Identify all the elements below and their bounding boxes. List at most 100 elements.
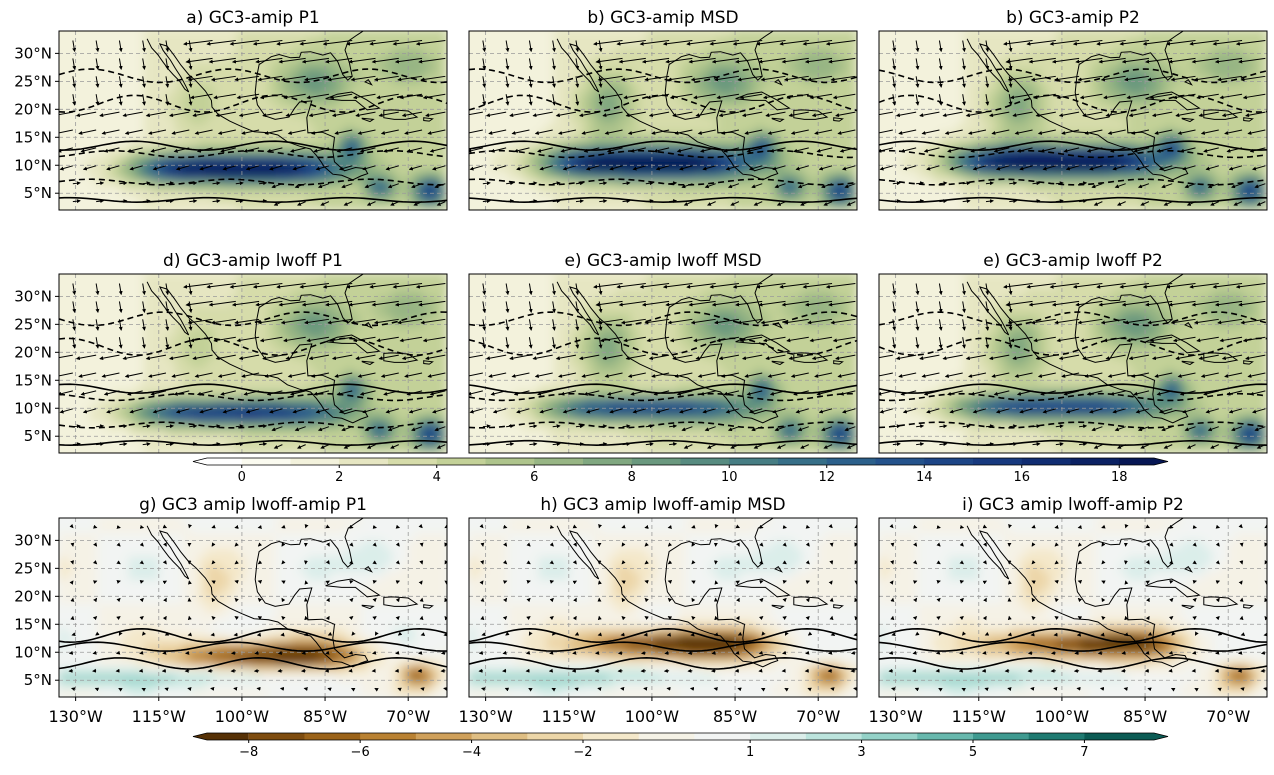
wind-arrow bbox=[301, 57, 330, 64]
wind-arrow bbox=[788, 111, 809, 118]
wind-arrow bbox=[348, 57, 376, 64]
lon-tick-label: 130°W bbox=[868, 707, 923, 726]
wind-arrow bbox=[1079, 93, 1103, 100]
map-panel-e1: e) GC3-amip lwoff MSD bbox=[468, 251, 858, 454]
wind-arrow bbox=[735, 650, 740, 655]
wind-arrow bbox=[751, 183, 763, 189]
wind-arrow bbox=[1042, 165, 1056, 171]
wind-arrow bbox=[1186, 201, 1196, 206]
wind-arrow bbox=[259, 336, 283, 343]
map-area bbox=[879, 31, 1267, 210]
wind-arrow bbox=[482, 424, 491, 429]
contour-line bbox=[59, 68, 447, 84]
wind-arrow bbox=[551, 76, 556, 88]
wind-arrow bbox=[482, 337, 487, 349]
wind-arrow bbox=[148, 129, 167, 135]
filled-contours bbox=[879, 31, 1267, 210]
wind-arrow bbox=[95, 319, 100, 331]
colorbar-segment bbox=[583, 733, 640, 740]
wind-arrow bbox=[118, 319, 123, 331]
island-outline bbox=[771, 117, 785, 123]
wind-arrow bbox=[1072, 40, 1103, 46]
wind-arrow bbox=[697, 129, 716, 135]
wind-arrow bbox=[551, 283, 556, 296]
wind-arrow bbox=[283, 336, 306, 343]
island-outline bbox=[361, 360, 375, 366]
colorbar-tick-label: 5 bbox=[969, 745, 977, 760]
wind-arrow bbox=[1252, 165, 1266, 171]
wind-arrow bbox=[418, 300, 446, 307]
contour-line bbox=[59, 383, 447, 394]
wind-arrow bbox=[644, 597, 649, 603]
wind-arrow bbox=[509, 354, 530, 361]
wind-arrow bbox=[372, 650, 377, 655]
wind-arrow bbox=[106, 165, 120, 171]
colorbar-segment bbox=[924, 458, 974, 465]
wind-arrow bbox=[235, 181, 244, 186]
wind-arrow bbox=[828, 650, 833, 655]
wind-arrow bbox=[401, 354, 423, 361]
panel-title: g) GC3 amip lwoff-amip P1 bbox=[139, 495, 367, 515]
wind-arrow bbox=[511, 129, 530, 135]
filled-contours bbox=[469, 518, 857, 697]
wind-arrow bbox=[758, 57, 786, 64]
wind-arrow bbox=[1124, 75, 1150, 82]
wind-arrow bbox=[241, 129, 260, 135]
wind-arrow bbox=[217, 372, 236, 378]
contour-line bbox=[59, 439, 447, 447]
wind-arrow bbox=[1192, 650, 1197, 655]
wind-arrow bbox=[72, 442, 81, 447]
wind-arrow bbox=[243, 390, 260, 396]
wind-arrow bbox=[469, 408, 483, 414]
wind-arrow bbox=[739, 93, 763, 100]
panel-title: a) GC3-amip P1 bbox=[186, 8, 319, 28]
colorbar-top: 0 2 4 6 8 10 12 14 16 18 bbox=[192, 457, 1169, 485]
wind-arrow bbox=[280, 75, 306, 82]
wind-arrow bbox=[241, 372, 260, 378]
wind-arrow bbox=[598, 94, 603, 106]
wind-arrow bbox=[364, 426, 376, 432]
wind-arrow bbox=[985, 199, 994, 204]
wind-arrow bbox=[341, 426, 353, 432]
wind-arrow bbox=[378, 111, 399, 118]
colorbar-tick-label: −4 bbox=[462, 745, 481, 760]
wind-arrow bbox=[653, 147, 670, 153]
wind-arrow bbox=[1172, 93, 1196, 100]
wind-arrow bbox=[681, 183, 693, 189]
wind-arrow bbox=[528, 94, 533, 106]
colorbar-segment bbox=[527, 733, 584, 740]
contour-line bbox=[59, 311, 447, 327]
wind-arrow bbox=[287, 129, 306, 135]
wind-arrow bbox=[782, 542, 787, 547]
wind-arrow bbox=[505, 76, 510, 88]
lon-tick-label: 85°W bbox=[303, 707, 347, 726]
wind-arrow bbox=[124, 129, 143, 135]
wind-arrow bbox=[1126, 93, 1150, 100]
panel-title: b) GC3-amip MSD bbox=[587, 8, 738, 28]
wind-arrow bbox=[369, 40, 399, 46]
wind-arrow bbox=[183, 40, 213, 46]
colorbar-segment bbox=[248, 733, 305, 740]
wind-arrow bbox=[989, 111, 1010, 118]
wind-arrow bbox=[1097, 650, 1103, 655]
island-outline bbox=[833, 360, 844, 365]
wind-arrow bbox=[781, 57, 809, 64]
wind-arrow bbox=[116, 597, 121, 603]
wind-arrow bbox=[95, 337, 100, 349]
wind-arrow bbox=[644, 542, 649, 547]
wind-arrow bbox=[962, 181, 971, 186]
wind-arrow bbox=[916, 181, 925, 186]
wind-arrow bbox=[385, 165, 399, 171]
wind-arrow bbox=[206, 40, 236, 46]
wind-arrow bbox=[95, 58, 100, 70]
wind-arrow bbox=[1192, 597, 1197, 603]
colorbar-segment bbox=[339, 458, 389, 465]
wind-arrow bbox=[560, 390, 577, 396]
wind-arrow bbox=[357, 129, 376, 135]
wind-arrow bbox=[271, 183, 283, 189]
wind-arrow bbox=[329, 93, 353, 100]
wind-arrow bbox=[119, 181, 128, 186]
wind-arrow bbox=[575, 283, 580, 296]
wind-arrow bbox=[1249, 147, 1266, 153]
panel-title: e) GC3-amip lwoff MSD bbox=[564, 251, 761, 271]
